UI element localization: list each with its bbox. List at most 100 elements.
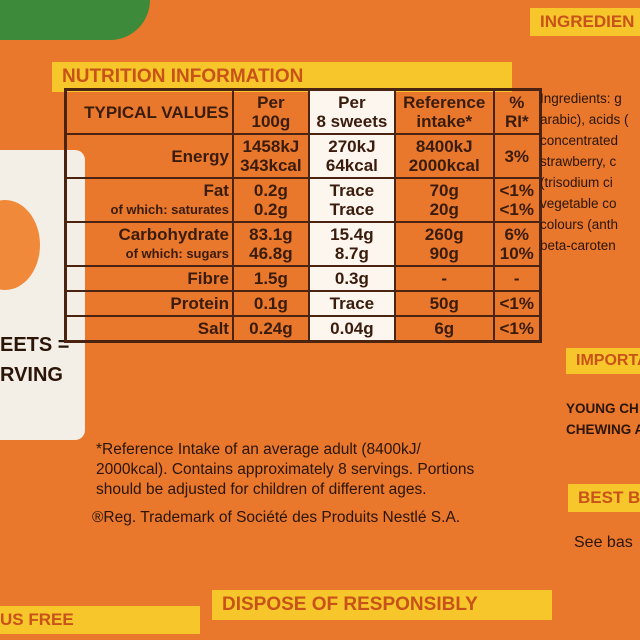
cell: 1.5g	[231, 265, 310, 292]
ingredients-title: INGREDIEN	[540, 12, 635, 31]
leaf	[0, 0, 150, 40]
cell: Salt	[64, 315, 234, 343]
cell: 50g	[393, 290, 495, 317]
cell: -	[492, 265, 542, 292]
footnote-line: *Reference Intake of an average adult (8…	[96, 441, 421, 458]
cell: TYPICAL VALUES	[64, 88, 234, 135]
cell-text: 20g	[429, 200, 459, 219]
cell-text: 10%	[499, 244, 534, 263]
row: Energy 1458kJ 343kcal 270kJ 64kcal 8400kJ 2000…	[64, 133, 542, 179]
left-text: EETS = RVING	[0, 330, 69, 390]
cell: 3%	[492, 133, 542, 179]
cell-text: intake*	[416, 112, 473, 131]
row: Carbohydrate of which: sugars 83.1g 46.8g 15…	[64, 221, 542, 267]
cell: Trace Trace	[307, 177, 396, 223]
bottom-text: US FREE	[0, 610, 74, 629]
cell-text: 6%	[504, 225, 530, 244]
title: NUTRITION INFORMATION	[62, 66, 304, 87]
nutrition-table: TYPICAL VALUES Per 100g Per 8 sweets Referenc…	[64, 88, 542, 343]
cell: <1%	[492, 315, 542, 343]
cell: Carbohydrate of which: sugars	[64, 221, 234, 267]
header-row: TYPICAL VALUES Per 100g Per 8 sweets Referenc…	[64, 88, 542, 135]
cell: 70g 20g	[393, 177, 495, 223]
bottom-banner: US FREE	[0, 606, 200, 634]
young-line: YOUNG CH	[566, 401, 639, 416]
bottom-banner: DISPOSE OF RESPONSIBLY	[212, 590, 552, 620]
cell-text: of which: saturates	[110, 202, 229, 217]
footnote-line: 2000kcal). Contains approximately 8 serv…	[96, 461, 475, 478]
cell: Per 8 sweets	[307, 88, 396, 135]
cell-text: 343kcal	[240, 156, 302, 175]
cell-text: 8400kJ	[415, 137, 473, 156]
cell-text: -	[513, 269, 520, 288]
cell-text: 260g	[424, 225, 464, 244]
best-banner: BEST B	[568, 484, 640, 512]
cell-text: Trace	[329, 200, 375, 219]
cell-text: -	[441, 269, 448, 288]
fruit	[0, 200, 40, 290]
cell-text: 0.2g	[253, 181, 288, 200]
cell: 0.24g	[231, 315, 310, 343]
cell-text: 3%	[504, 146, 530, 166]
cell-text: of which: sugars	[125, 246, 229, 261]
left-line: RVING	[0, 364, 63, 386]
cell-text: 46.8g	[249, 244, 293, 263]
bottom-text: DISPOSE OF RESPONSIBLY	[222, 594, 478, 615]
cell: Reference intake*	[393, 88, 495, 135]
cell: 83.1g 46.8g	[231, 221, 310, 267]
row: Fibre 1.5g 0.3g - -	[64, 265, 542, 292]
footnote-line: should be adjusted for children of diffe…	[96, 481, 427, 498]
important-banner: IMPORTA	[566, 348, 640, 374]
cell-text: Trace	[329, 294, 375, 313]
cell: 0.3g	[307, 265, 396, 292]
important: IMPORTA	[576, 352, 640, 369]
trademark: ®Reg. Trademark of Société des Produits …	[92, 509, 461, 526]
cell: Trace	[307, 290, 396, 317]
left-line: EETS =	[0, 334, 70, 356]
cell: Per 100g	[231, 88, 310, 135]
cell-text: <1%	[499, 294, 535, 313]
cell: Fibre	[64, 265, 234, 292]
cell-text: <1%	[499, 200, 535, 219]
cell-text: 1.5g	[253, 269, 288, 288]
cell-text: 0.24g	[249, 319, 293, 338]
cell-text: 0.1g	[253, 294, 288, 313]
cell: 0.04g	[307, 315, 396, 343]
cell-text: TYPICAL VALUES	[84, 102, 229, 122]
cell-text: Reference	[403, 93, 486, 112]
young-line: CHEWING A	[566, 422, 640, 437]
ingredient-line: (trisodium ci	[540, 175, 613, 190]
cell: 0.1g	[231, 290, 310, 317]
ingredient-line: colours (anth	[540, 217, 619, 232]
cell-text: 2000kcal	[408, 156, 480, 175]
cell-text: <1%	[499, 181, 535, 200]
cell-text: 6g	[434, 319, 455, 338]
cell-text: <1%	[499, 319, 535, 338]
cell-text: Fat	[203, 181, 229, 200]
cell: 260g 90g	[393, 221, 495, 267]
cell-text: 1458kJ	[242, 137, 300, 156]
see: See bas	[574, 534, 633, 551]
cell: % RI*	[492, 88, 542, 135]
title-banner: NUTRITION INFORMATION	[52, 62, 512, 92]
cell: 6% 10%	[492, 221, 542, 267]
cell: Fat of which: saturates	[64, 177, 234, 223]
cell-text: 8 sweets	[316, 112, 388, 131]
cell-text: RI*	[504, 112, 529, 131]
ingredient-line: arabic), acids (	[540, 112, 629, 127]
cell-text: Salt	[197, 319, 229, 338]
ingredients: Ingredients: g arabic), acids (concentrat…	[540, 88, 640, 256]
cell: 1458kJ 343kcal	[231, 133, 310, 179]
cell-text: 0.3g	[334, 269, 369, 288]
cell-text: %	[509, 93, 525, 112]
cell-text: 70g	[429, 181, 459, 200]
cell: 270kJ 64kcal	[307, 133, 396, 179]
cell-text: 90g	[429, 244, 459, 263]
cell: 15.4g 8.7g	[307, 221, 396, 267]
cell: 6g	[393, 315, 495, 343]
footnote: *Reference Intake of an average adult (8…	[96, 440, 566, 500]
best: BEST B	[578, 488, 640, 507]
young: YOUNG CH CHEWING A	[566, 398, 640, 440]
